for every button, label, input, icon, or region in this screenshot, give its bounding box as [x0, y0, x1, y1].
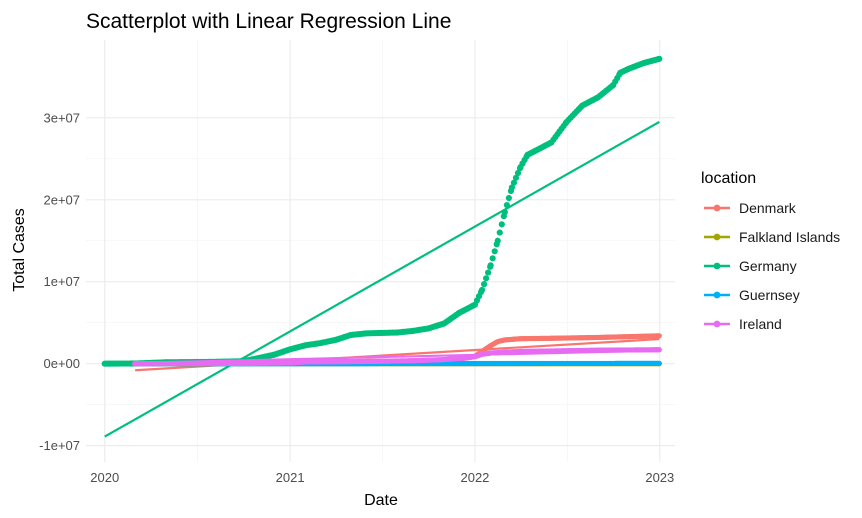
series-germany [101, 55, 663, 438]
x-tick-label: 2023 [645, 470, 674, 485]
x-tick-label: 2021 [276, 470, 305, 485]
data-point [489, 255, 496, 262]
x-tick-label: 2022 [460, 470, 489, 485]
data-point [491, 248, 498, 255]
legend-label: Falkland Islands [739, 229, 840, 245]
series-ireland [132, 347, 662, 367]
data-point [482, 275, 490, 282]
data-point [494, 237, 501, 244]
x-axis-label: Date [364, 492, 398, 509]
y-tick-label: 3e+07 [43, 110, 80, 125]
data-point [656, 360, 662, 366]
legend-item: Germany [704, 258, 797, 274]
regression-line [135, 349, 660, 364]
data-point [505, 194, 512, 202]
legend-item: Ireland [704, 316, 782, 332]
legend-key-point [713, 320, 721, 328]
legend: location Denmark Falkland Islands Germany G… [701, 170, 840, 332]
legend-item: Falkland Islands [704, 229, 840, 245]
y-tick-label: 2e+07 [43, 192, 80, 207]
data-point [514, 169, 522, 177]
data-point [508, 184, 516, 191]
legend-key-point [713, 204, 721, 212]
x-axis: 2020 2021 2022 2023 [90, 470, 674, 485]
y-axis-label: Total Cases [11, 208, 28, 292]
series-layer [101, 55, 663, 438]
legend-title: location [701, 170, 756, 187]
legend-label: Ireland [739, 316, 782, 332]
x-tick-label: 2020 [90, 470, 119, 485]
data-point [480, 281, 488, 288]
regression-line [104, 120, 660, 438]
legend-label: Denmark [739, 200, 797, 216]
data-point [656, 333, 662, 339]
chart-title: Scatterplot with Linear Regression Line [86, 10, 451, 33]
y-axis: -1e+07 0e+00 1e+07 2e+07 3e+07 [39, 110, 80, 453]
y-tick-label: -1e+07 [39, 438, 80, 453]
data-point [496, 229, 503, 236]
y-tick-label: 1e+07 [43, 274, 80, 289]
legend-item: Denmark [704, 200, 797, 216]
data-point [656, 55, 663, 62]
data-point [485, 269, 492, 276]
legend-item: Guernsey [704, 287, 800, 303]
data-point [478, 286, 486, 294]
data-point [487, 262, 494, 269]
data-point [498, 221, 505, 228]
legend-key-point [713, 233, 721, 241]
data-point [512, 174, 520, 181]
legend-key-point [713, 291, 721, 299]
data-point [510, 179, 518, 186]
legend-key-point [713, 262, 721, 270]
legend-label: Germany [739, 258, 797, 274]
y-tick-label: 0e+00 [43, 356, 80, 371]
legend-label: Guernsey [739, 287, 800, 303]
